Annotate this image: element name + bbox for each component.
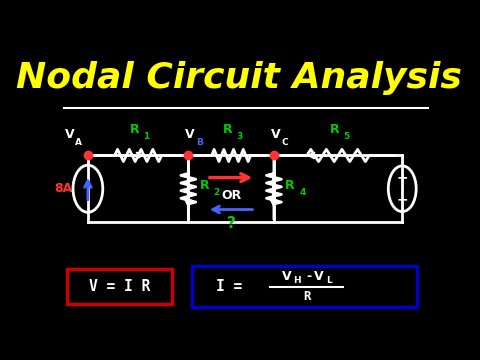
Text: V: V bbox=[282, 270, 292, 283]
Text: R: R bbox=[285, 179, 295, 193]
Text: 3: 3 bbox=[236, 131, 242, 140]
Text: H: H bbox=[294, 276, 301, 285]
Text: V: V bbox=[64, 128, 74, 141]
Text: 8A: 8A bbox=[55, 182, 73, 195]
Text: V: V bbox=[314, 270, 324, 283]
Text: V: V bbox=[271, 128, 281, 141]
Text: 5: 5 bbox=[343, 131, 349, 140]
Text: 2: 2 bbox=[214, 188, 220, 197]
Text: ?: ? bbox=[227, 216, 236, 231]
Text: R: R bbox=[330, 123, 339, 136]
Text: A: A bbox=[75, 138, 82, 147]
Text: R: R bbox=[223, 123, 232, 136]
Text: R: R bbox=[200, 179, 209, 193]
Text: R: R bbox=[130, 123, 139, 136]
Text: I =: I = bbox=[216, 279, 242, 294]
Text: B: B bbox=[196, 138, 203, 147]
Text: -: - bbox=[306, 270, 311, 283]
Text: V = I R: V = I R bbox=[89, 279, 150, 294]
Text: +: + bbox=[396, 171, 408, 185]
Text: V: V bbox=[185, 128, 195, 141]
Text: OR: OR bbox=[221, 189, 241, 202]
Text: L: L bbox=[326, 276, 332, 285]
Text: R: R bbox=[303, 289, 311, 302]
Text: C: C bbox=[282, 138, 288, 147]
Text: −: − bbox=[396, 193, 408, 207]
Text: Nodal Circuit Analysis: Nodal Circuit Analysis bbox=[16, 61, 461, 95]
Text: 1: 1 bbox=[143, 131, 149, 140]
Text: 4: 4 bbox=[299, 188, 306, 197]
